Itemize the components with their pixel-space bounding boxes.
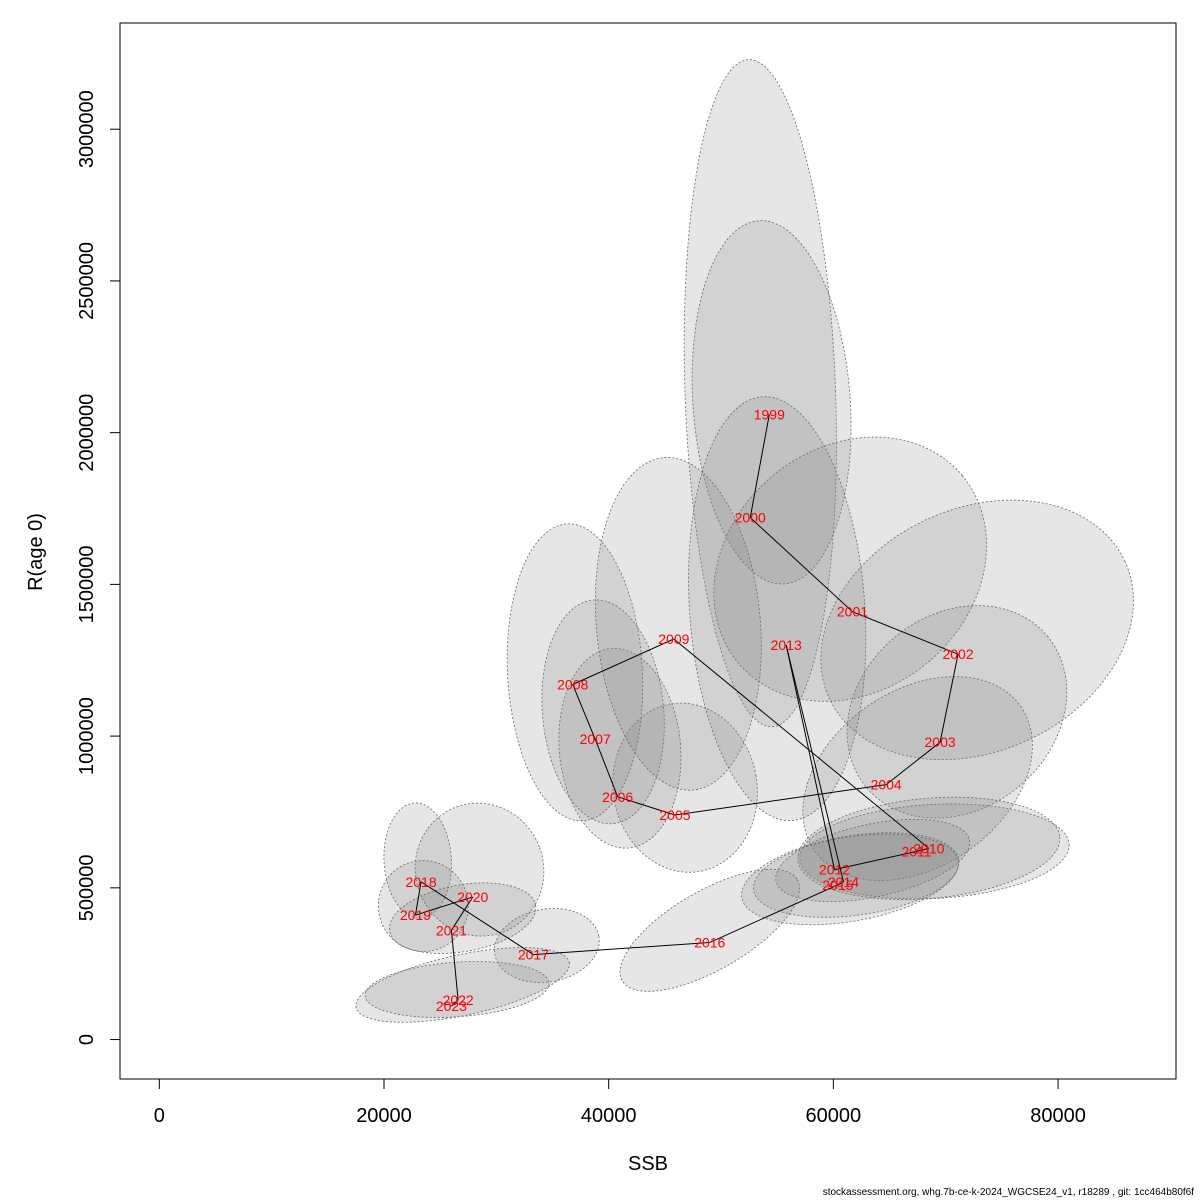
- path-segment-2000-2001: [749, 517, 853, 613]
- recruitment-path: [414, 414, 959, 1007]
- x-axis: 0 20000 40000 60000 80000: [154, 1078, 1086, 1127]
- path-segment-2007-2008: [572, 684, 596, 740]
- ellipse-2017: [494, 908, 600, 983]
- footer-credit: stockassessment.org, whg.7b-ce-k-2024_WG…: [822, 1187, 1194, 1198]
- path-segment-2003-2004: [885, 741, 941, 786]
- y-tick-label-1500000: 1500000: [76, 545, 98, 623]
- x-tick-label-20000: 20000: [356, 1105, 412, 1127]
- y-axis-title: R(age 0): [25, 513, 47, 591]
- year-label-2010: 2010: [913, 840, 944, 856]
- x-axis-title: SSB: [628, 1153, 668, 1175]
- y-tick-label-2000000: 2000000: [76, 394, 98, 472]
- path-segment-2005-2006: [617, 796, 676, 816]
- ellipse-2006: [558, 647, 682, 849]
- year-label-2002: 2002: [942, 646, 973, 662]
- year-label-2007: 2007: [580, 731, 611, 747]
- year-label-2001: 2001: [837, 604, 868, 620]
- year-label-2003: 2003: [925, 734, 956, 750]
- year-label-2004: 2004: [871, 777, 902, 793]
- ellipse-2016: [619, 868, 800, 992]
- path-segment-2020-2021: [450, 896, 474, 931]
- year-label-2000: 2000: [735, 510, 766, 526]
- year-label-2006: 2006: [602, 789, 633, 805]
- y-tick-label-1000000: 1000000: [76, 697, 98, 775]
- year-label-1999: 1999: [754, 406, 785, 422]
- path-segment-2001-2002: [852, 611, 959, 655]
- x-tick-label-0: 0: [154, 1105, 165, 1127]
- path-segment-2017-2018: [420, 881, 534, 956]
- ellipse-1999: [683, 59, 837, 728]
- ellipse-2004: [802, 676, 1033, 881]
- ellipse-2013: [688, 396, 867, 822]
- path-segment-2019-2020: [415, 896, 473, 916]
- path-segment-2004-2005: [674, 784, 887, 816]
- path-segment-2009-2010: [673, 638, 930, 849]
- path-segment-2014-2015: [837, 881, 844, 886]
- ellipse-2022: [355, 947, 570, 1023]
- year-label-2005: 2005: [659, 807, 690, 823]
- year-label-2020: 2020: [457, 889, 488, 905]
- path-segment-2015-2016: [709, 884, 839, 943]
- x-tick-label-80000: 80000: [1030, 1105, 1086, 1127]
- path-segment-2006-2007: [594, 738, 619, 797]
- path-segment-2008-2009: [572, 638, 675, 685]
- year-label-2021: 2021: [436, 922, 467, 938]
- path-segment-2021-2022: [450, 930, 459, 1001]
- year-label-2015: 2015: [822, 877, 853, 893]
- x-tick-label-60000: 60000: [806, 1105, 862, 1127]
- year-label-2009: 2009: [658, 631, 689, 647]
- ellipse-2003: [846, 605, 1068, 819]
- path-segment-2016-2017: [533, 941, 710, 956]
- path-segment-1999-2000: [749, 414, 770, 518]
- year-label-2013: 2013: [771, 637, 802, 653]
- ellipse-2007: [541, 599, 665, 825]
- year-label-2017: 2017: [518, 947, 549, 963]
- year-labels: 1999 2000 2001 2002 2003 2004 2005 2006 2007 2008…: [400, 406, 974, 1014]
- ellipse-2019: [377, 860, 469, 952]
- year-label-2011: 2011: [901, 843, 931, 859]
- path-segment-2002-2003: [939, 654, 959, 743]
- path-segment-2022-2023: [451, 999, 459, 1007]
- y-tick-label-0: 0: [76, 1034, 98, 1045]
- path-segment-2013-2014: [785, 644, 844, 882]
- year-label-2008: 2008: [557, 677, 588, 693]
- ellipse-2002: [820, 499, 1134, 761]
- year-label-2012: 2012: [819, 862, 850, 878]
- year-label-2022: 2022: [443, 992, 474, 1008]
- path-segment-2018-2019: [414, 881, 422, 916]
- x-tick-label-40000: 40000: [581, 1105, 637, 1127]
- path-segment-2010-2011: [916, 847, 929, 852]
- y-axis: 0 500000 1000000 1500000 2000000 2500000 30000…: [76, 90, 121, 1045]
- year-label-2023: 2023: [436, 998, 467, 1014]
- ellipse-2009: [594, 457, 762, 791]
- year-label-2014: 2014: [828, 874, 859, 890]
- ellipse-2001: [713, 436, 988, 702]
- y-tick-label-2500000: 2500000: [76, 242, 98, 320]
- year-label-2019: 2019: [400, 907, 431, 923]
- ellipse-2008: [506, 523, 644, 822]
- ellipse-2018: [383, 802, 452, 919]
- year-label-2018: 2018: [405, 874, 436, 890]
- year-label-2016: 2016: [694, 934, 725, 950]
- path-segment-2011-2012: [834, 850, 917, 871]
- path-segment-2012-2013: [785, 644, 835, 870]
- y-tick-label-3000000: 3000000: [76, 90, 98, 168]
- y-tick-label-500000: 500000: [76, 854, 98, 921]
- ellipse-2005: [612, 702, 758, 873]
- ellipse-2010: [799, 803, 1070, 900]
- ellipse-2000: [691, 220, 852, 585]
- ellipse-2021: [388, 882, 537, 954]
- ellipse-2012: [775, 818, 971, 903]
